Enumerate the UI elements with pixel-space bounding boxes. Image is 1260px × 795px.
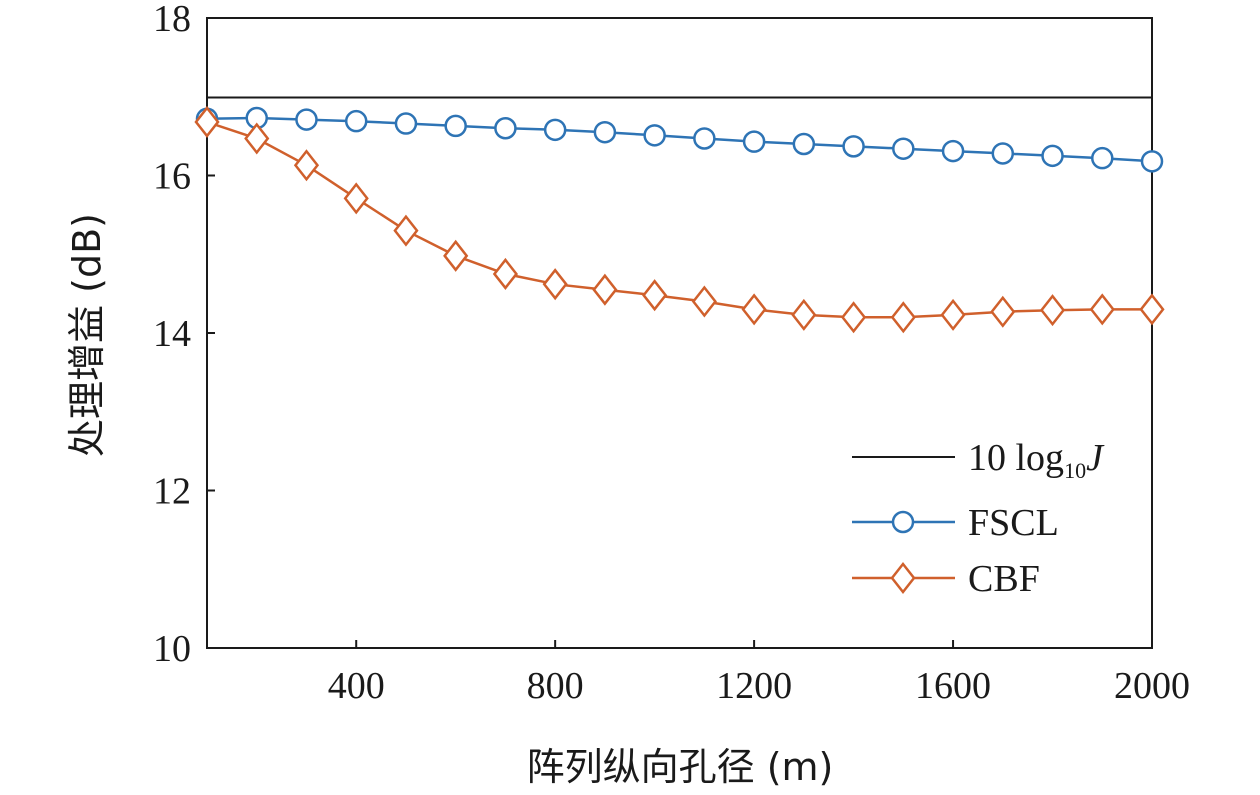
- data-point-cbf: [542, 268, 568, 301]
- data-point-cbf: [890, 301, 916, 334]
- data-point-fscl: [444, 114, 467, 138]
- x-tick-label: 800: [527, 665, 584, 707]
- data-point-cbf: [1139, 293, 1165, 326]
- data-point-cbf: [244, 122, 270, 155]
- y-tick-label: 16: [153, 156, 191, 198]
- data-point-fscl: [295, 108, 318, 131]
- data-point-fscl: [1091, 146, 1114, 170]
- data-point-cbf: [741, 293, 767, 326]
- data-point-cbf: [194, 105, 220, 138]
- x-tick-label: 1200: [716, 665, 792, 707]
- series-layer: [194, 96, 1165, 334]
- axis-ticks: 400 800 1200 1600 2000 10 12 14 16 18: [153, 0, 1190, 707]
- data-point-cbf: [691, 285, 717, 318]
- series-cbf: [194, 105, 1165, 334]
- legend: 10 log10J FSCL CBF: [852, 437, 1105, 600]
- legend-label-fscl: FSCL: [968, 502, 1059, 544]
- data-point-cbf: [293, 149, 320, 182]
- data-point-fscl: [991, 142, 1015, 165]
- data-point-fscl: [842, 135, 865, 158]
- legend-label-10log10j-variable: J: [1086, 437, 1105, 479]
- data-point-fscl: [344, 109, 368, 133]
- data-point-fscl: [593, 120, 617, 144]
- legend-label-cbf: CBF: [968, 558, 1040, 600]
- legend-marker-fscl: [891, 510, 915, 534]
- data-point-cbf: [791, 298, 817, 331]
- data-point-fscl: [941, 139, 965, 163]
- data-point-cbf: [940, 298, 966, 331]
- data-point-cbf: [492, 257, 519, 290]
- data-point-fscl: [1140, 150, 1164, 173]
- y-tick-label: 12: [153, 471, 191, 513]
- legend-marker-cbf: [890, 561, 916, 595]
- data-point-cbf: [443, 239, 469, 272]
- x-tick-label: 2000: [1114, 665, 1190, 707]
- data-point-cbf: [592, 273, 618, 306]
- legend-label-10log10j-main: 10 log: [968, 437, 1064, 479]
- data-point-cbf: [642, 279, 668, 312]
- x-tick-label: 1600: [915, 665, 991, 707]
- legend-label-10log10j: 10 log10J: [968, 437, 1105, 483]
- y-tick-label: 10: [153, 628, 191, 670]
- data-point-fscl: [543, 118, 567, 142]
- data-point-cbf: [990, 295, 1016, 328]
- x-axis-title: 阵列纵向孔径 (m): [527, 745, 834, 789]
- data-point-fscl: [693, 127, 716, 150]
- data-point-fscl: [792, 132, 816, 156]
- series-fscl: [195, 106, 1164, 173]
- plot-frame: [206, 17, 1153, 649]
- data-point-fscl: [1041, 144, 1064, 168]
- y-axis-title: 处理增益 (dB): [65, 213, 109, 457]
- data-point-cbf: [1039, 294, 1066, 327]
- x-tick-label: 400: [328, 665, 385, 707]
- data-point-cbf: [840, 301, 867, 334]
- data-point-fscl: [892, 137, 915, 160]
- data-point-cbf: [343, 182, 369, 215]
- data-point-fscl: [494, 117, 517, 140]
- data-point-fscl: [742, 130, 766, 153]
- data-point-cbf: [393, 214, 419, 247]
- data-point-cbf: [1089, 293, 1115, 326]
- legend-label-10log10j-subscript: 10: [1064, 458, 1086, 483]
- data-point-fscl: [394, 112, 418, 135]
- y-tick-label: 14: [153, 313, 191, 355]
- data-point-fscl: [643, 124, 666, 147]
- y-tick-label: 18: [153, 0, 191, 40]
